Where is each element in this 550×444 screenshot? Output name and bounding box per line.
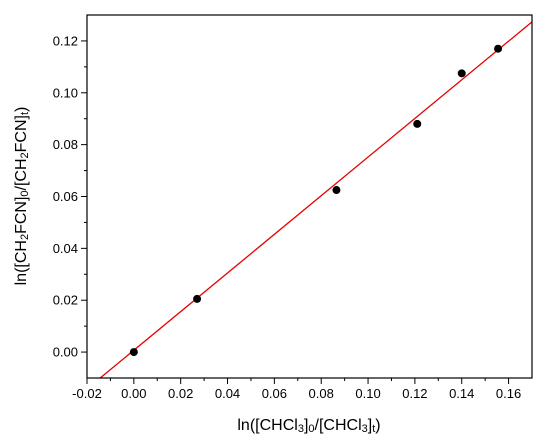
y-tick-label: 0.10 <box>53 85 78 100</box>
x-tick-label: 0.08 <box>309 386 334 401</box>
x-tick-label: 0.02 <box>168 386 193 401</box>
plot-area <box>99 21 532 378</box>
data-point <box>193 294 202 303</box>
y-tick-label: 0.12 <box>53 33 78 48</box>
data-point <box>129 348 138 357</box>
plot-frame <box>86 14 533 379</box>
y-tick-label: 0.04 <box>53 241 78 256</box>
y-tick-label: 0.02 <box>53 293 78 308</box>
data-point <box>457 69 466 78</box>
y-tick-label: 0.08 <box>53 137 78 152</box>
x-tick-label: 0.14 <box>449 386 474 401</box>
x-tick-label: 0.00 <box>121 386 146 401</box>
y-tick-label: 0.00 <box>53 345 78 360</box>
x-tick-label: 0.10 <box>355 386 380 401</box>
data-point <box>413 119 422 128</box>
x-tick-label: 0.16 <box>496 386 521 401</box>
x-axis-title: ln([CHCl3]0/[CHCl3]t) <box>237 417 380 435</box>
y-tick-label: 0.06 <box>53 189 78 204</box>
x-tick-label: 0.06 <box>262 386 287 401</box>
data-point <box>494 44 503 53</box>
y-axis-title: ln([CH2FCN]0/[CH2FCN]t) <box>13 107 31 286</box>
x-tick-label: -0.02 <box>72 386 102 401</box>
fit-line-group <box>99 21 532 378</box>
x-tick-label: 0.12 <box>402 386 427 401</box>
axes: -0.02 0.00 0.02 0.04 0.06 0.08 0.10 0.12 0.14 0.1… <box>53 14 533 401</box>
x-tick-label: 0.04 <box>215 386 240 401</box>
data-point <box>332 186 341 195</box>
fit-line <box>99 21 532 378</box>
